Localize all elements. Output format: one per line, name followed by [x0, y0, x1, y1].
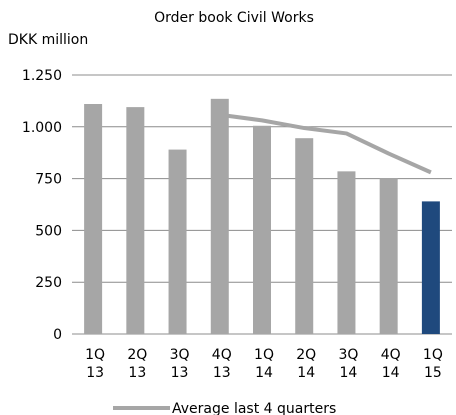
y-tick-label: 1.250: [22, 68, 62, 84]
average-line-series: [219, 112, 432, 175]
bar: [337, 171, 356, 334]
y-tick-labels: 0 250 500 750 1.000 1.250: [22, 68, 62, 343]
x-tick-label-year: 15: [424, 365, 442, 381]
y-tick-label: 500: [35, 223, 62, 239]
y-axis-label: DKK million: [8, 32, 88, 48]
legend: Average last 4 quarters: [113, 401, 336, 415]
bar: [168, 149, 187, 334]
bar: [253, 125, 271, 334]
y-tick-label: 1.000: [22, 120, 62, 136]
bar: [295, 138, 314, 334]
x-tick-label-quarter: 2Q: [127, 347, 147, 363]
bar: [379, 178, 398, 334]
x-tick-label-year: 14: [340, 365, 358, 381]
legend-label: Average last 4 quarters: [172, 401, 336, 415]
chart-title: Order book Civil Works: [154, 10, 314, 26]
y-tick-label: 250: [35, 275, 62, 291]
x-tick-label-year: 13: [213, 365, 231, 381]
x-tick-label-quarter: 4Q: [381, 347, 401, 363]
y-tick-label: 750: [35, 172, 62, 188]
bar: [421, 201, 440, 334]
bar: [126, 107, 145, 334]
x-tick-label-year: 13: [86, 365, 104, 381]
x-tick-label-year: 14: [382, 365, 400, 381]
x-tick-label-quarter: 4Q: [212, 347, 232, 363]
x-tick-label-year: 13: [128, 365, 146, 381]
average-line: [219, 112, 432, 175]
x-tick-label-year: 13: [171, 365, 189, 381]
x-tick-label-quarter: 3Q: [170, 347, 190, 363]
x-tick-label-quarter: 1Q: [85, 347, 105, 363]
x-tick-label-quarter: 2Q: [296, 347, 316, 363]
bar: [84, 104, 103, 335]
x-tick-labels: 1Q 13 2Q 13 3Q 13 4Q 13 1Q 14 2Q 14 3Q 14 4Q 14 1Q 15: [85, 347, 443, 381]
bars: [84, 98, 440, 335]
x-tick-label-year: 14: [255, 365, 273, 381]
y-tick-label: 0: [53, 327, 62, 343]
x-tick-label-quarter: 3Q: [338, 347, 358, 363]
x-tick-label-quarter: 1Q: [423, 347, 443, 363]
x-tick-label-year: 14: [297, 365, 315, 381]
x-tick-label-quarter: 1Q: [254, 347, 274, 363]
bar: [210, 98, 229, 334]
